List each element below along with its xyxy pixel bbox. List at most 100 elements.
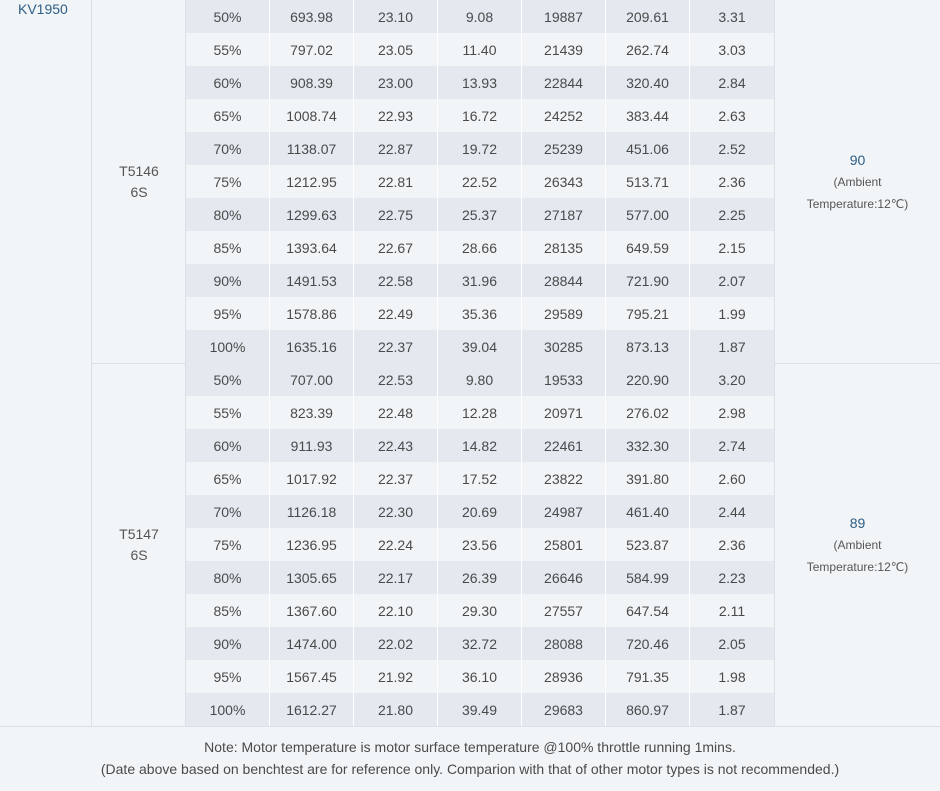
table-cell: 2.15 — [718, 239, 746, 256]
table-cell: 461.40 — [606, 495, 690, 528]
grid-edge — [185, 0, 186, 363]
table-cell: 2.98 — [718, 404, 746, 421]
table-cell: 2.52 — [718, 140, 746, 157]
table-cell: 2.05 — [718, 635, 746, 652]
table-cell: 22.37 — [354, 462, 438, 495]
table-cell: 860.97 — [606, 693, 690, 726]
table-row: 50% 693.98 23.10 9.08 19887 209.61 3.31 — [186, 0, 774, 33]
table-cell: 2.63 — [718, 107, 746, 124]
table-row: 55% 797.02 23.05 11.40 21439 262.74 3.03 — [186, 33, 774, 66]
table-cell: 1.87 — [718, 338, 746, 355]
table-row: 85% 1367.60 22.10 29.30 27557 647.54 2.11 — [186, 594, 774, 627]
table-cell: 29589 — [522, 297, 606, 330]
propeller-name: T5146 — [119, 162, 159, 179]
table-cell: 720.46 — [606, 627, 690, 660]
motor-temperature-value: 89 — [849, 514, 866, 531]
table-cell: 1393.64 — [270, 231, 354, 264]
table-row: 60% 908.39 23.00 13.93 22844 320.40 2.84 — [186, 66, 774, 99]
table-cell: 22.58 — [354, 264, 438, 297]
table-cell: 22844 — [522, 66, 606, 99]
table-cell: 26646 — [522, 561, 606, 594]
table-row: 75% 1212.95 22.81 22.52 26343 513.71 2.36 — [186, 165, 774, 198]
table-cell: 523.87 — [606, 528, 690, 561]
propeller-name: T5147 — [119, 525, 159, 542]
table-cell: 36.10 — [438, 660, 522, 693]
table-row: 75% 1236.95 22.24 23.56 25801 523.87 2.36 — [186, 528, 774, 561]
table-cell: 1578.86 — [270, 297, 354, 330]
table-cell: 22461 — [522, 429, 606, 462]
table-cell: 19.72 — [438, 132, 522, 165]
grid-edge — [774, 0, 775, 363]
ambient-note-line1: (Ambient — [833, 537, 882, 552]
table-cell: 60% — [186, 429, 270, 462]
table-cell: 1138.07 — [270, 132, 354, 165]
table-row: 60% 911.93 22.43 14.82 22461 332.30 2.74 — [186, 429, 774, 462]
table-cell: 28936 — [522, 660, 606, 693]
table-cell: 28088 — [522, 627, 606, 660]
table-cell: 1126.18 — [270, 495, 354, 528]
table-cell: 3.03 — [718, 41, 746, 58]
ambient-note-line2: Temperature:12℃) — [806, 559, 909, 574]
table-cell: 28.66 — [438, 231, 522, 264]
table-cell: 22.53 — [354, 363, 438, 396]
battery-cells: 6S — [130, 546, 148, 563]
table-cell: 1491.53 — [270, 264, 354, 297]
table-cell: 75% — [186, 165, 270, 198]
table-cell: 55% — [186, 396, 270, 429]
table-cell: 1635.16 — [270, 330, 354, 363]
table-cell: 29683 — [522, 693, 606, 726]
table-cell: 25239 — [522, 132, 606, 165]
table-row: 90% 1491.53 22.58 31.96 28844 721.90 2.07 — [186, 264, 774, 297]
table-cell: 20.69 — [438, 495, 522, 528]
table-cell: 22.02 — [354, 627, 438, 660]
table-cell: 22.37 — [354, 330, 438, 363]
table-cell: 22.52 — [438, 165, 522, 198]
table-row: 80% 1305.65 22.17 26.39 26646 584.99 2.23 — [186, 561, 774, 594]
table-cell: 22.93 — [354, 99, 438, 132]
ambient-note-line1: (Ambient — [833, 174, 882, 189]
table-cell: 220.90 — [606, 363, 690, 396]
table-cell: 911.93 — [270, 429, 354, 462]
table-cell: 693.98 — [270, 0, 354, 33]
table-cell: 3.20 — [718, 371, 746, 388]
table-cell: 22.10 — [354, 594, 438, 627]
table-cell: 19533 — [522, 363, 606, 396]
table-cell: 1008.74 — [270, 99, 354, 132]
table-cell: 209.61 — [606, 0, 690, 33]
table-cell: 1236.95 — [270, 528, 354, 561]
table-cell: 276.02 — [606, 396, 690, 429]
table-row: 85% 1393.64 22.67 28.66 28135 649.59 2.15 — [186, 231, 774, 264]
table-cell: 383.44 — [606, 99, 690, 132]
table-row: 70% 1126.18 22.30 20.69 24987 461.40 2.44 — [186, 495, 774, 528]
table-row: 80% 1299.63 22.75 25.37 27187 577.00 2.25 — [186, 198, 774, 231]
table-cell: 85% — [186, 594, 270, 627]
table-cell: 22.87 — [354, 132, 438, 165]
table-cell: 2.23 — [718, 569, 746, 586]
table-cell: 391.80 — [606, 462, 690, 495]
table-cell: 100% — [186, 330, 270, 363]
table-cell: 80% — [186, 561, 270, 594]
table-row: 90% 1474.00 22.02 32.72 28088 720.46 2.05 — [186, 627, 774, 660]
propeller-cell: T5146 6S — [92, 0, 186, 363]
table-cell: 22.24 — [354, 528, 438, 561]
table-cell: 797.02 — [270, 33, 354, 66]
table-cell: 2.07 — [718, 272, 746, 289]
table-row: 95% 1578.86 22.49 35.36 29589 795.21 1.99 — [186, 297, 774, 330]
table-cell: 30285 — [522, 330, 606, 363]
table-cell: 13.93 — [438, 66, 522, 99]
table-cell: 23822 — [522, 462, 606, 495]
measurement-grid: 50% 707.00 22.53 9.80 19533 220.90 3.20 55% 823.… — [186, 363, 774, 726]
table-cell: 649.59 — [606, 231, 690, 264]
table-cell: 35.36 — [438, 297, 522, 330]
table-footer-note: Note: Motor temperature is motor surface… — [0, 726, 940, 791]
table-cell: 27187 — [522, 198, 606, 231]
table-cell: 873.13 — [606, 330, 690, 363]
table-cell: 65% — [186, 99, 270, 132]
table-cell: 29.30 — [438, 594, 522, 627]
table-cell: 1474.00 — [270, 627, 354, 660]
measurement-grid: 50% 693.98 23.10 9.08 19887 209.61 3.31 55% 797.… — [186, 0, 774, 363]
table-cell: 50% — [186, 0, 270, 33]
table-cell: 55% — [186, 33, 270, 66]
table-cell: 21439 — [522, 33, 606, 66]
grid-edge — [774, 363, 775, 726]
